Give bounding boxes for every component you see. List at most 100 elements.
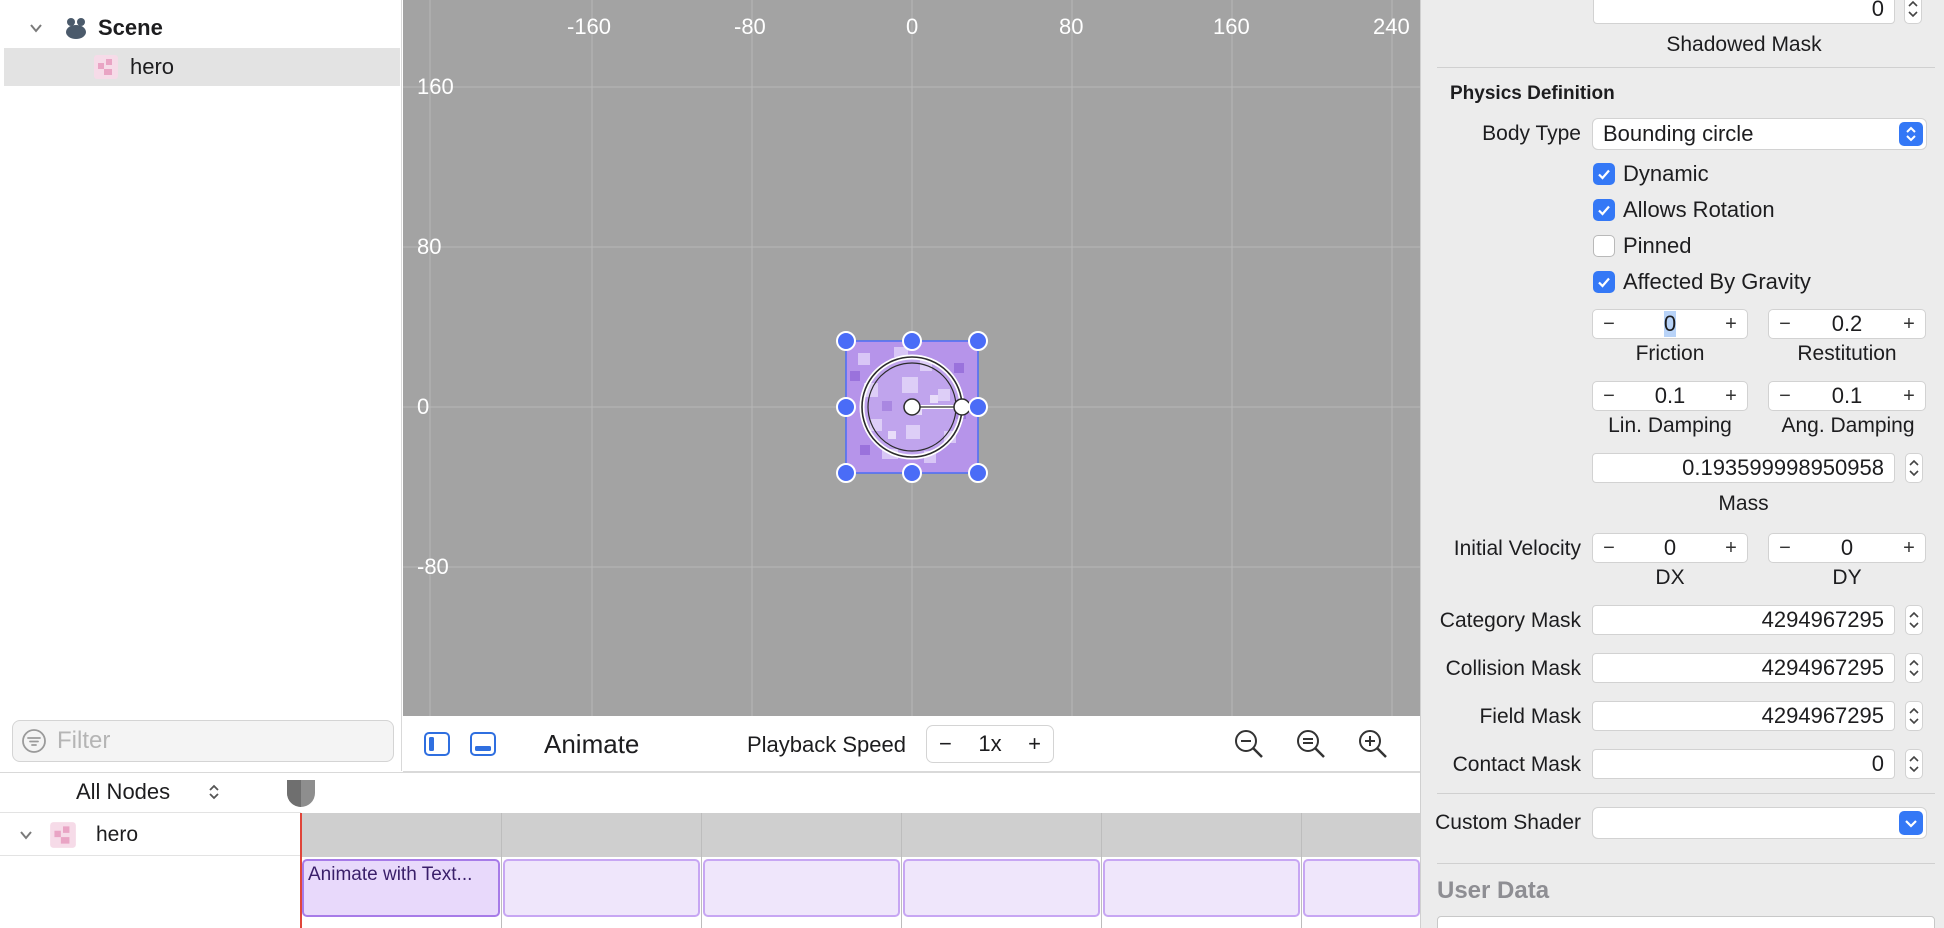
outline-item-hero[interactable]: hero [4,48,400,86]
filter-field[interactable] [12,720,394,762]
outline-item-label: Scene [98,15,163,40]
zoom-out-icon[interactable] [1233,728,1265,760]
playhead-line [300,813,302,928]
contact-mask-field[interactable]: 0 [1592,749,1895,779]
lin-damping-value[interactable]: 0.1 [1654,383,1686,408]
increase-button[interactable]: + [1903,384,1915,407]
user-data-table[interactable] [1437,916,1935,928]
body-type-popup[interactable]: Bounding circle [1592,118,1927,150]
action-block-label: Animate with Text... [308,864,473,885]
dy-value[interactable]: 0 [1840,535,1854,560]
increase-button[interactable]: + [1903,536,1915,559]
shadowed-mask-field[interactable]: 0 [1593,0,1895,24]
filter-input[interactable] [57,727,377,755]
timeline-action-block[interactable] [1103,859,1300,917]
restitution-stepper[interactable]: − 0.2 + [1768,309,1926,339]
selection-handles[interactable] [836,331,988,483]
playback-speed-label: Playback Speed [747,732,906,757]
dy-stepper[interactable]: − 0 + [1768,533,1926,563]
zoom-in-icon[interactable] [1357,728,1389,760]
pinned-label: Pinned [1623,233,1692,258]
node-filter-popup[interactable]: All Nodes [76,779,222,805]
increase-button[interactable]: + [1725,312,1737,335]
dynamic-checkbox[interactable]: Dynamic [1593,160,1709,188]
decrease-button[interactable]: − [1779,312,1791,335]
decrease-button[interactable]: − [1603,312,1615,335]
ang-damping-value[interactable]: 0.1 [1831,383,1863,408]
x-axis-tick: -80 [734,14,766,39]
left-panel-toggle-icon[interactable] [423,730,451,758]
section-separator [1437,863,1935,864]
canvas-grid [403,0,1420,716]
scene-icon [62,14,90,42]
dx-stepper[interactable]: − 0 + [1592,533,1748,563]
playhead-handle-icon[interactable] [284,777,318,811]
timeline-divider [501,813,502,928]
sprite-icon [48,820,78,850]
category-mask-field[interactable]: 4294967295 [1592,605,1895,635]
dynamic-label: Dynamic [1623,161,1709,186]
dx-label: DX [1655,566,1685,589]
timeline-action-block[interactable] [903,859,1100,917]
shadowed-mask-stepper[interactable] [1904,0,1922,24]
attributes-inspector: 0 Shadowed Mask Physics Definition Body … [1420,0,1944,928]
lin-damping-stepper[interactable]: − 0.1 + [1592,381,1748,411]
custom-shader-popup[interactable] [1592,807,1927,839]
zoom-fit-icon[interactable] [1295,728,1327,760]
checkmark-icon [1593,199,1615,221]
y-axis-tick: -80 [417,554,449,579]
timeline-action-block[interactable] [503,859,700,917]
timeline-action-block[interactable]: Animate with Text... [302,859,500,917]
filter-icon [21,728,47,754]
physics-body-circle[interactable] [859,354,971,460]
bottom-panel-toggle-icon[interactable] [469,730,497,758]
field-mask-field[interactable]: 4294967295 [1592,701,1895,731]
chevron-down-icon[interactable] [28,20,44,36]
timeline-action-block[interactable] [1303,859,1420,917]
category-mask-stepper[interactable] [1905,605,1923,635]
x-axis-tick: 160 [1213,14,1250,39]
increase-button[interactable]: + [1725,384,1737,407]
animate-button[interactable]: Animate [544,729,640,759]
dx-value[interactable]: 0 [1663,535,1677,560]
timeline-node-row[interactable]: hero [0,812,301,856]
speed-increase-button[interactable]: + [1028,731,1041,756]
increase-button[interactable]: + [1903,312,1915,335]
outline-item-scene[interactable]: Scene [4,9,400,47]
ang-damping-label: Ang. Damping [1781,414,1915,437]
empty-checkbox-icon [1593,235,1615,257]
body-type-value: Bounding circle [1603,121,1754,146]
ang-damping-stepper[interactable]: − 0.1 + [1768,381,1926,411]
section-separator [1437,793,1935,794]
collision-mask-field[interactable]: 4294967295 [1592,653,1895,683]
category-mask-label: Category Mask [1439,609,1581,632]
mass-label: Mass [1718,492,1769,515]
checkmark-icon [1593,163,1615,185]
decrease-button[interactable]: − [1779,384,1791,407]
field-mask-stepper[interactable] [1905,701,1923,731]
collision-mask-stepper[interactable] [1905,653,1923,683]
x-axis-tick: -160 [567,14,612,39]
chevron-down-icon [1899,811,1923,835]
decrease-button[interactable]: − [1603,384,1615,407]
speed-decrease-button[interactable]: − [939,731,952,756]
pinned-checkbox[interactable]: Pinned [1593,232,1692,260]
mass-stepper[interactable] [1905,453,1923,483]
chevron-down-icon[interactable] [18,827,34,843]
playback-speed-stepper[interactable]: − 1x + [926,725,1054,763]
timeline-action-block[interactable] [703,859,900,917]
timeline-divider [1101,813,1102,928]
restitution-value[interactable]: 0.2 [1831,311,1863,336]
restitution-label: Restitution [1797,342,1897,365]
mass-field[interactable]: 0.193599998950958 [1592,453,1895,483]
increase-button[interactable]: + [1725,536,1737,559]
decrease-button[interactable]: − [1603,536,1615,559]
friction-value[interactable]: 0 [1663,311,1677,337]
allows-rotation-checkbox[interactable]: Allows Rotation [1593,196,1775,224]
contact-mask-stepper[interactable] [1905,749,1923,779]
friction-stepper[interactable]: − 0 + [1592,309,1748,339]
scene-canvas[interactable]: -160 -80 0 80 160 240 160 80 0 -80 [403,0,1420,716]
decrease-button[interactable]: − [1779,536,1791,559]
timeline-ruler[interactable] [301,813,1420,857]
affected-by-gravity-checkbox[interactable]: Affected By Gravity [1593,268,1811,296]
